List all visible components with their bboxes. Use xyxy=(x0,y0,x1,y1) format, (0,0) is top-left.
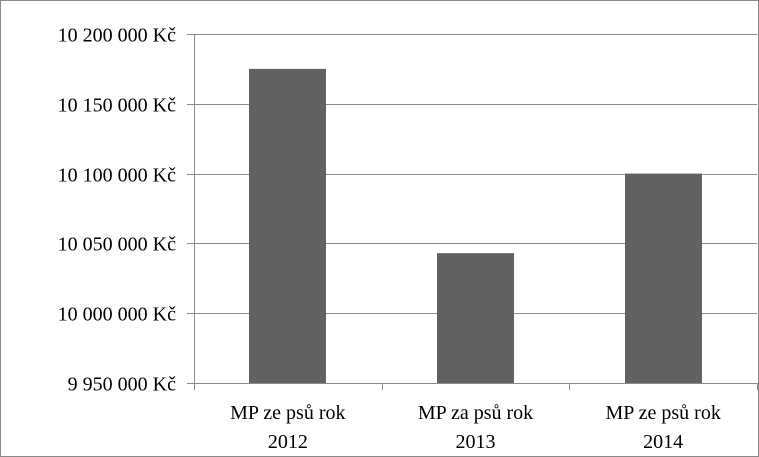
bars xyxy=(249,68,702,384)
y-tick-label: 10 000 000 Kč xyxy=(58,304,176,326)
bar xyxy=(625,173,702,383)
y-tick-label: 10 150 000 Kč xyxy=(58,95,176,117)
bar xyxy=(249,68,326,384)
y-tick-label: 10 100 000 Kč xyxy=(58,165,176,187)
x-axis-category-labels: MP ze psů rok 2012 MP za psů rok 2013 MP ze … xyxy=(230,402,721,453)
y-tick-label: 10 050 000 Kč xyxy=(58,234,176,256)
y-tick-label: 9 950 000 Kč xyxy=(68,374,176,396)
y-axis-tick-labels: 9 950 000 Kč 10 000 000 Kč 10 050 000 Kč 10… xyxy=(58,25,176,396)
x-category-label: 2012 xyxy=(268,431,308,453)
y-tick-label: 10 200 000 Kč xyxy=(58,25,176,47)
x-category-label: MP za psů rok xyxy=(418,402,533,424)
bar xyxy=(437,253,514,383)
axes xyxy=(187,34,758,390)
x-category-label: MP ze psů rok xyxy=(230,402,345,424)
x-category-label: MP ze psů rok xyxy=(605,402,720,424)
x-category-label: 2013 xyxy=(456,431,496,453)
x-category-label: 2014 xyxy=(643,431,683,453)
